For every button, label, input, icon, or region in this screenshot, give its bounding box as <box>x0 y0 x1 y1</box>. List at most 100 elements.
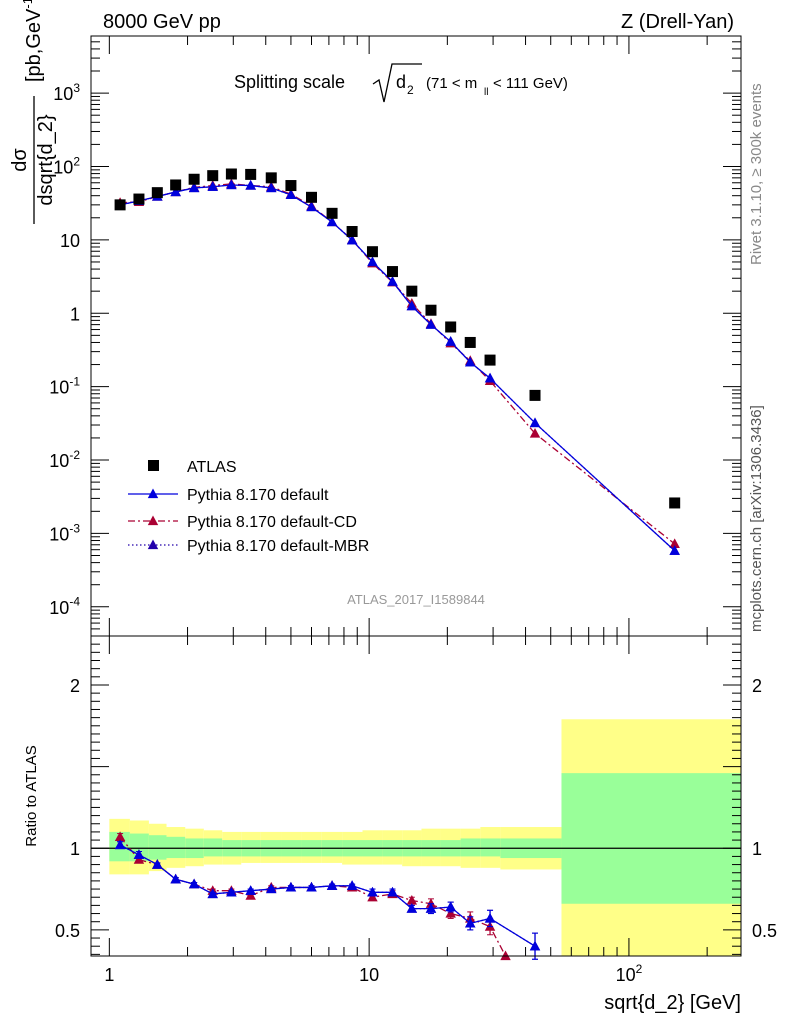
atlas-data-point <box>133 193 145 205</box>
ratio-marker <box>245 885 256 895</box>
source-label: mcplots.cern.ch [arXiv:1306.3436] <box>748 405 765 632</box>
ratio-ytick-label-right: 2 <box>752 676 762 696</box>
plot-title: Splitting scale d 2 (71 < m ll < 111 GeV… <box>234 63 568 103</box>
svg-text:Splitting scale: Splitting scale <box>234 72 345 92</box>
atlas-data-point <box>285 180 297 192</box>
ratio-marker <box>425 898 437 908</box>
legend-label: Pythia 8.170 default-CD <box>187 514 357 531</box>
series-marker <box>346 234 358 245</box>
ratio-ytick-label-right: 1 <box>752 839 762 859</box>
title-range-sub: ll <box>484 87 488 98</box>
atlas-data-point <box>425 304 437 316</box>
uncertainty-band-inner <box>561 773 741 904</box>
ratio-marker <box>445 908 456 918</box>
ratio-marker <box>245 890 256 900</box>
ratio-marker <box>326 880 338 890</box>
main-ytick-label: 10-4 <box>49 595 80 618</box>
legend-label: Pythia 8.170 default-MBR <box>187 538 369 555</box>
ratio-marker <box>306 881 317 892</box>
atlas-data-point <box>346 226 358 238</box>
ylabel-denominator: dsqrt{d_2} <box>35 114 57 206</box>
atlas-data-point <box>529 389 541 401</box>
legend-marker <box>147 515 159 526</box>
svg-text:< 111 GeV): < 111 GeV) <box>493 75 568 92</box>
title-sqrt-sign <box>372 63 422 103</box>
atlas-data-point <box>406 285 418 297</box>
series-marker <box>285 189 297 200</box>
uncertainty-band-inner <box>480 838 501 857</box>
series-marker <box>306 201 317 212</box>
main-ytick-label: 103 <box>53 81 80 104</box>
ratio-marker <box>226 886 237 897</box>
series-marker <box>207 181 218 191</box>
series-marker <box>484 372 496 383</box>
series-marker <box>529 417 541 428</box>
ratio-marker <box>114 839 126 850</box>
uncertainty-band-inner <box>460 838 481 857</box>
series-marker <box>367 256 378 267</box>
title-range-b: < 111 GeV) <box>493 75 568 92</box>
main-ytick-label: 102 <box>53 154 80 177</box>
main-ytick-label: 10-3 <box>49 521 80 544</box>
svg-text:2: 2 <box>407 83 414 97</box>
ratio-marker <box>484 912 496 923</box>
title-range-a: (71 < m <box>426 75 477 92</box>
series-marker <box>387 276 398 286</box>
ratio-ytick-label: 1 <box>70 839 80 859</box>
ratio-marker <box>445 901 456 912</box>
ratio-ylabel: Ratio to ATLAS <box>23 745 40 846</box>
uncertainty-band-inner <box>203 838 223 857</box>
atlas-data-point <box>669 497 681 509</box>
ratio-marker <box>266 883 277 894</box>
ratio-ytick-label: 2 <box>70 676 80 696</box>
ratio-panel: 1 10 102 0.5 0.5 1 1 2 2 Ratio to ATLAS sqrt{d_2… <box>23 635 777 1014</box>
rivet-version-label: Rivet 3.1.10, ≥ 300k events <box>748 83 765 265</box>
legend-marker <box>147 488 159 499</box>
atlas-data-point <box>151 187 163 199</box>
ratio-ytick-label: 0.5 <box>55 921 80 941</box>
ylabel-unit: [pb,GeV-1] <box>20 0 45 82</box>
header-right: Z (Drell-Yan) <box>621 11 734 33</box>
header-left: 8000 GeV pp <box>103 11 221 33</box>
ylabel-numerator: dσ <box>9 148 31 172</box>
series-marker <box>465 356 476 367</box>
title-symbol: d <box>396 72 406 92</box>
xtick-label: 10 <box>359 965 379 985</box>
main-panel: 10-4 10-3 10-2 10-1 1 10 102 103 Splitting scal… <box>9 0 742 637</box>
uncertainty-band-inner <box>166 836 186 859</box>
atlas-data-point <box>245 168 257 180</box>
svg-text:d: d <box>396 72 406 92</box>
series-marker <box>425 319 437 329</box>
ratio-ytick-label-right: 0.5 <box>752 921 777 941</box>
series-marker <box>170 186 181 197</box>
atlas-data-point <box>464 336 476 348</box>
series-marker <box>669 545 680 555</box>
uncertainty-band-inner <box>148 835 167 860</box>
analysis-watermark: ATLAS_2017_I1589844 <box>347 592 485 607</box>
ratio-marker <box>465 917 476 928</box>
main-ytick-label: 10-2 <box>49 448 80 471</box>
ratio-marker <box>406 903 418 913</box>
ratio-marker <box>406 894 418 905</box>
atlas-data-point <box>225 168 237 180</box>
atlas-data-point <box>265 172 277 184</box>
legend-marker-atlas <box>148 460 159 471</box>
ratio-marker <box>367 891 378 902</box>
series-marker <box>406 300 418 311</box>
ratio-marker <box>387 886 398 897</box>
ratio-marker <box>152 859 163 869</box>
svg-text:(71 < m: (71 < m <box>426 75 477 92</box>
series-marker <box>326 216 338 227</box>
ratio-marker <box>346 880 358 890</box>
ratio-marker <box>114 831 126 841</box>
ratio-frame <box>90 635 742 957</box>
atlas-data-point <box>366 246 378 258</box>
title-subscript: 2 <box>407 83 414 97</box>
main-ytick-label: 10 <box>60 231 80 251</box>
ratio-marker <box>133 849 145 859</box>
series-marker <box>266 182 277 193</box>
legend-label: ATLAS <box>187 459 237 476</box>
series-line <box>119 184 676 552</box>
main-ytick-label: 1 <box>70 304 80 324</box>
